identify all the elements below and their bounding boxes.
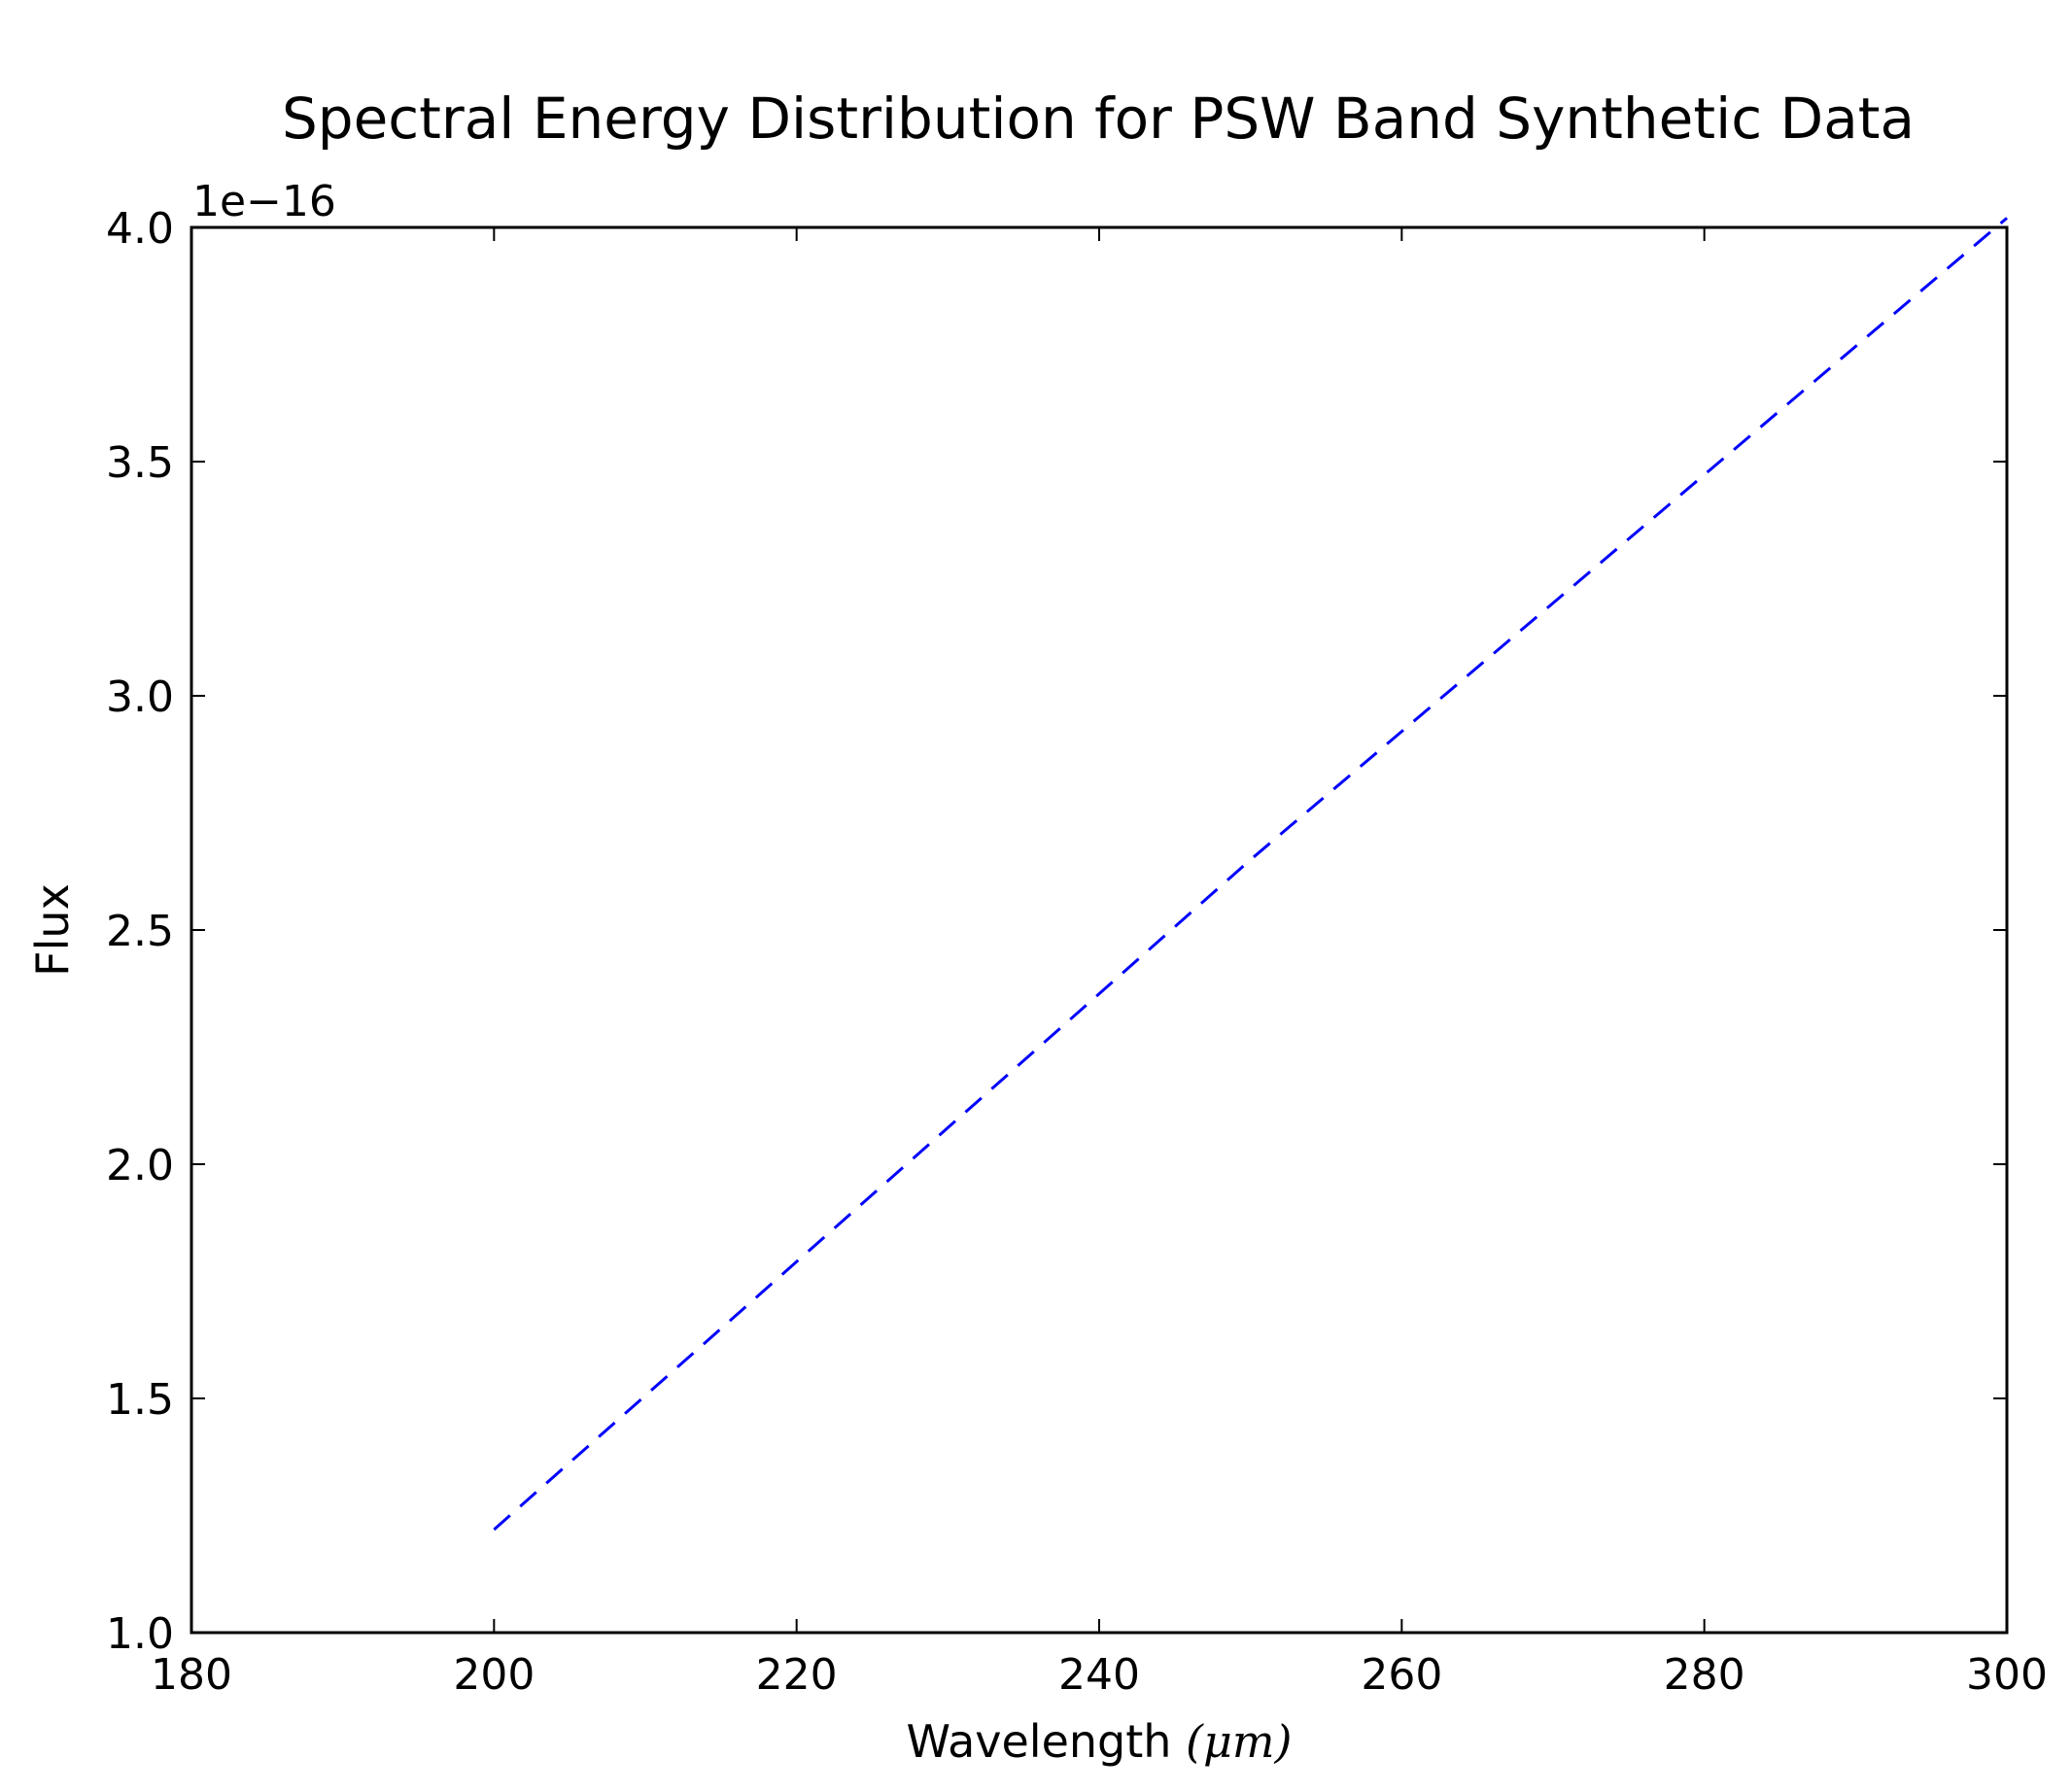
y-tick-label: 4.0 bbox=[106, 204, 174, 254]
y-tick-label: 1.5 bbox=[106, 1375, 174, 1425]
y-tick-label: 1.0 bbox=[106, 1609, 174, 1659]
ticks-layer: 180 200 220 240 260 280 300 1.0 1.5 2.0 2.5 3.0 3.5 4… bbox=[106, 204, 2048, 1700]
y-tick-label: 3.5 bbox=[106, 438, 174, 488]
x-tick-label: 260 bbox=[1361, 1650, 1442, 1700]
x-tick-label: 280 bbox=[1664, 1650, 1745, 1700]
y-tick-label: 3.0 bbox=[106, 672, 174, 722]
y-axis-label: Flux bbox=[26, 883, 79, 977]
x-tick-label: 220 bbox=[756, 1650, 838, 1700]
x-tick-label: 200 bbox=[453, 1650, 535, 1700]
x-axis-label-unit: (μm) bbox=[1186, 1715, 1292, 1768]
x-axis-label-text: Wavelength bbox=[907, 1715, 1187, 1768]
y-axis-offset-label: 1e−16 bbox=[192, 177, 336, 226]
x-tick-label: 180 bbox=[151, 1650, 232, 1700]
y-tick-label: 2.5 bbox=[106, 907, 174, 956]
x-tick-label: 240 bbox=[1058, 1650, 1140, 1700]
x-tick-label: 300 bbox=[1966, 1650, 2048, 1700]
chart-title: Spectral Energy Distribution for PSW Ban… bbox=[282, 86, 1915, 152]
y-tick-label: 2.0 bbox=[106, 1141, 174, 1190]
x-axis-label: Wavelength (μm) bbox=[907, 1715, 1293, 1768]
